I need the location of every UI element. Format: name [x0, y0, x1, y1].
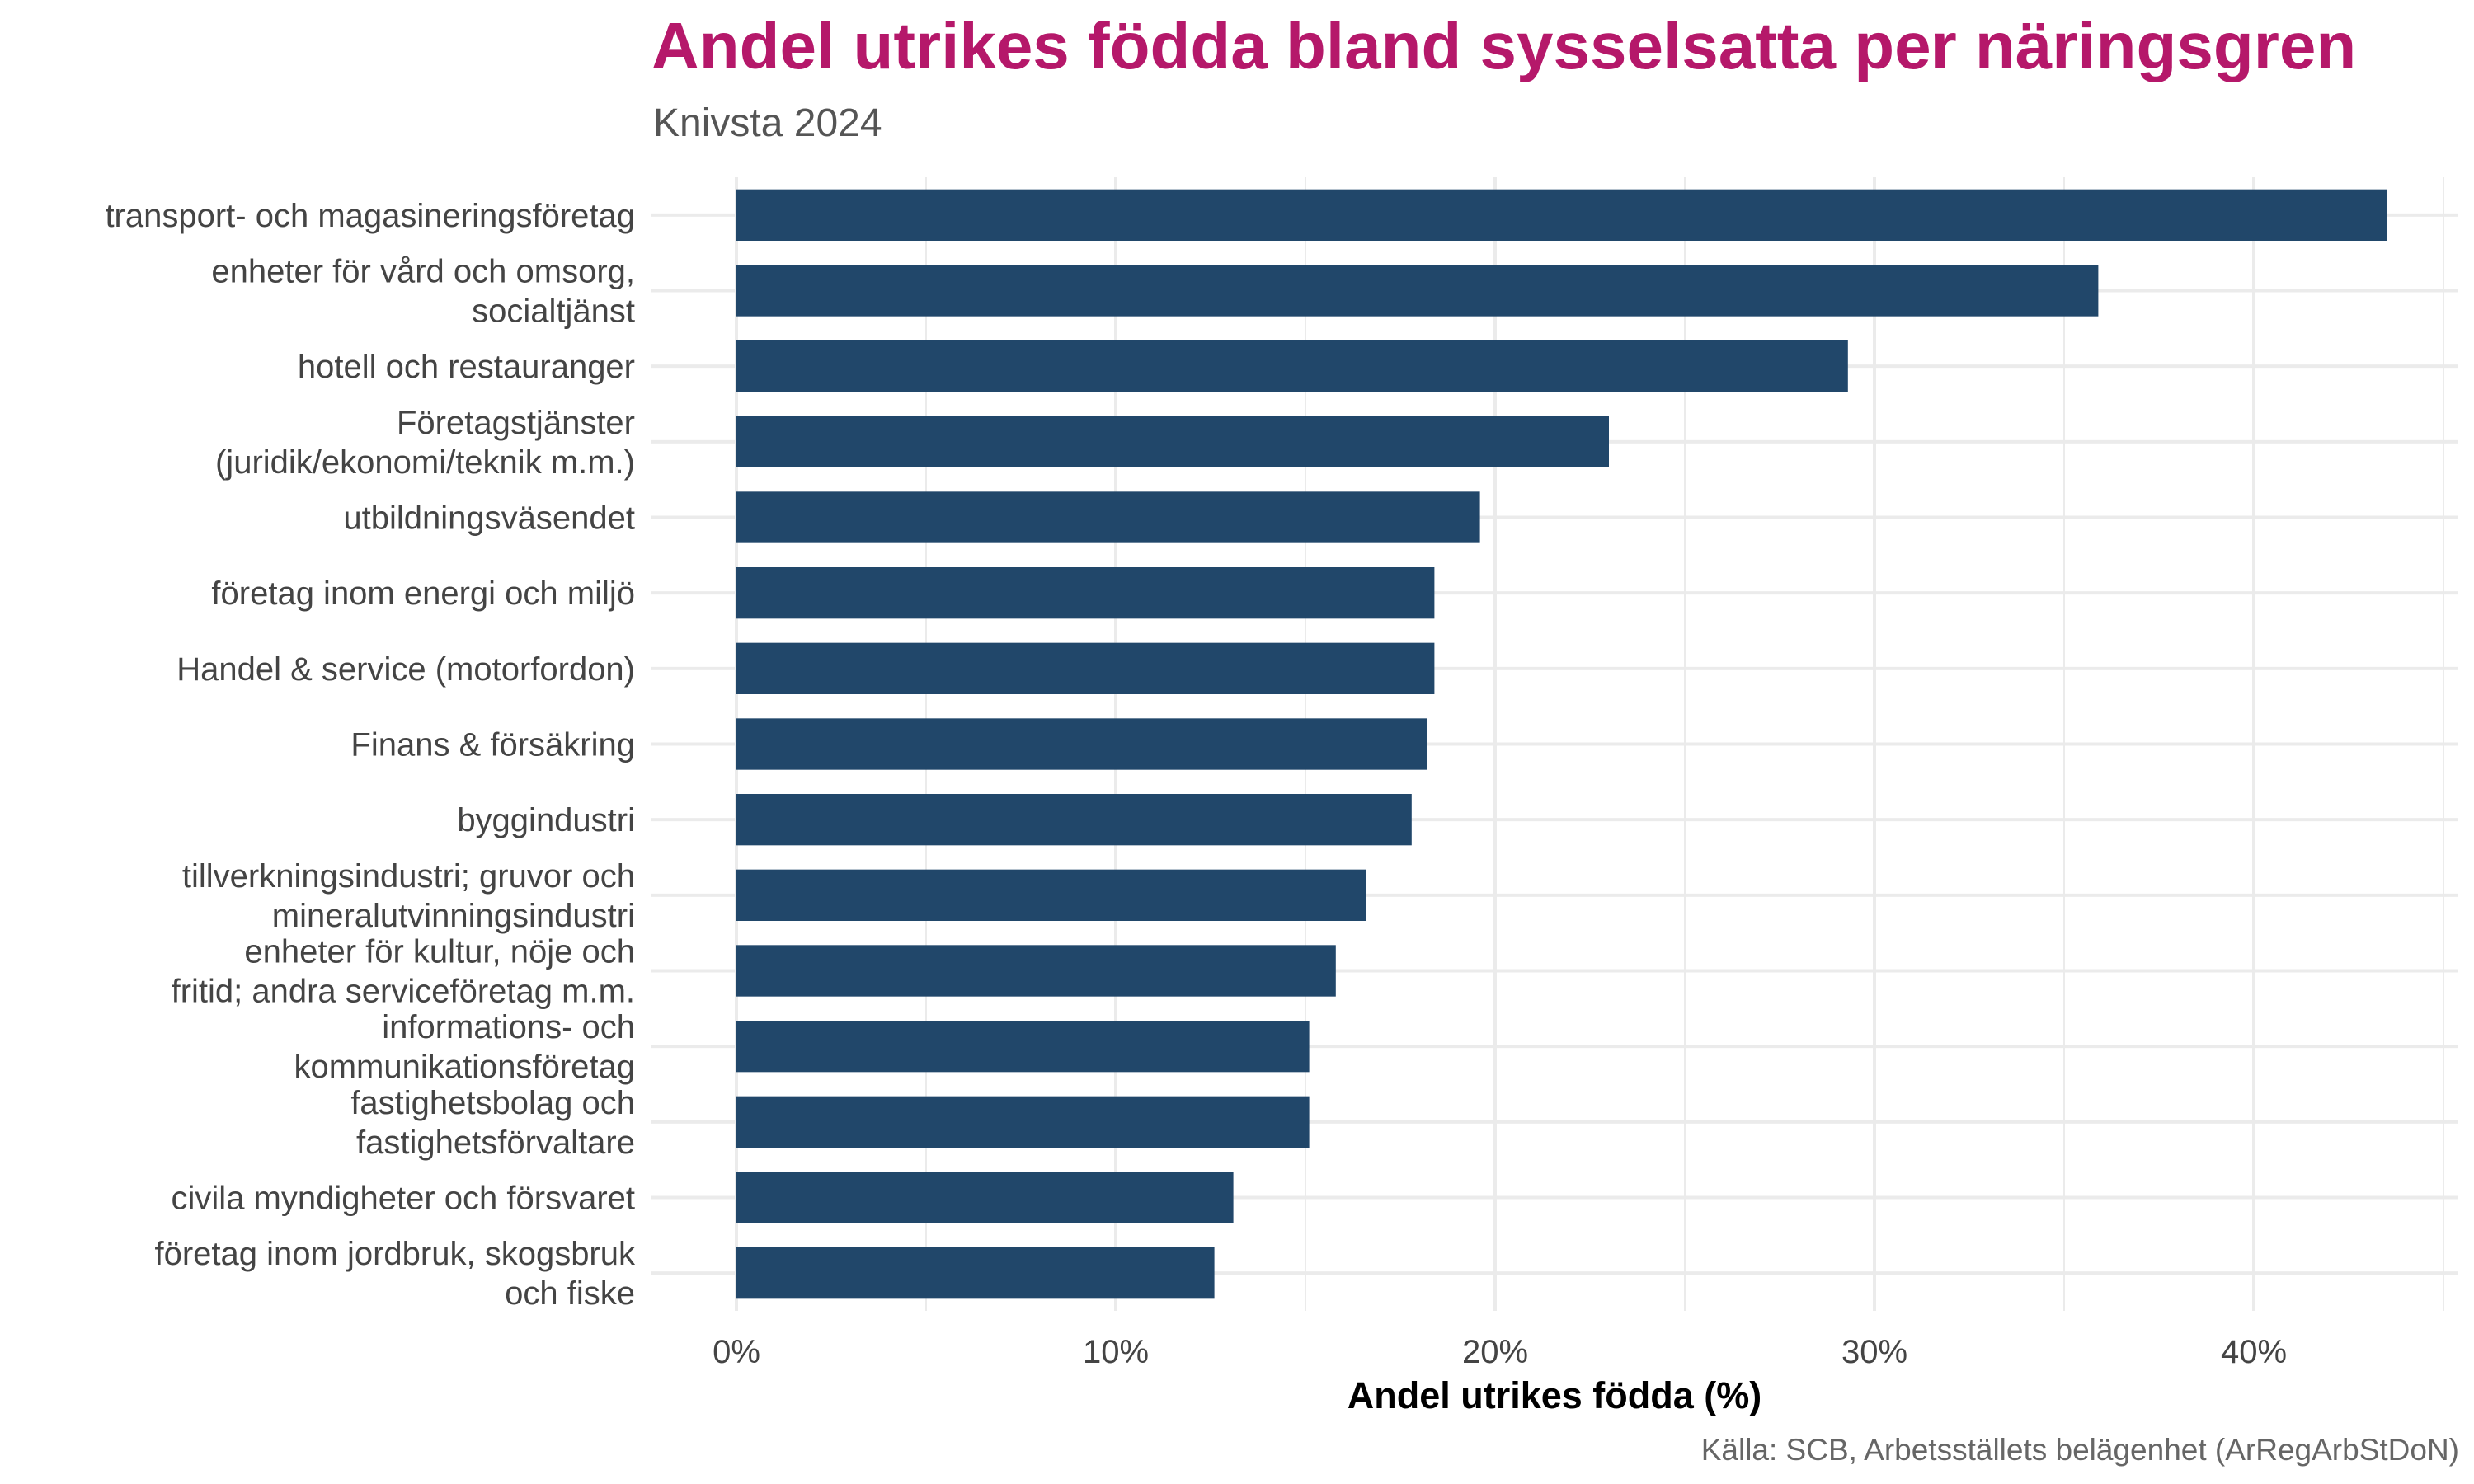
category-label-line: tillverkningsindustri; gruvor och [182, 858, 635, 895]
category-label: fastighetsbolag och fastighetsförvaltare [350, 1085, 635, 1161]
x-tick-label: 20% [1462, 1334, 1528, 1370]
bar-12 [736, 1021, 1310, 1073]
category-label: tillverkningsindustri; gruvor och mineral… [182, 858, 635, 934]
category-label-line: (juridik/ekonomi/teknik m.m.) [215, 444, 635, 481]
bar-10 [736, 869, 1366, 921]
category-label-line: Handel & service (motorfordon) [176, 651, 635, 688]
category-label-line: enheter för kultur, nöje och [244, 934, 635, 970]
category-label-line: företag inom energi och miljö [211, 575, 635, 612]
bar-3 [736, 340, 1848, 392]
bar-15 [736, 1247, 1215, 1299]
category-label-line: och fiske [505, 1275, 635, 1312]
category-label: Företagstjänster (juridik/ekonomi/teknik … [215, 405, 635, 481]
bar-9 [736, 794, 1412, 846]
category-label: företag inom energi och miljö [211, 575, 635, 612]
chart-subtitle: Knivsta 2024 [653, 101, 882, 145]
category-label: enheter för kultur, nöje och fritid; andr… [172, 934, 635, 1010]
category-label: hotell och restauranger [298, 349, 635, 385]
category-label: utbildningsväsendet [343, 500, 635, 537]
x-tick-label: 30% [1841, 1334, 1907, 1370]
x-tick-labels: 0% 10% 20% 30% 40% [713, 1334, 2287, 1370]
category-label: byggindustri [457, 802, 635, 838]
category-label-line: fastighetsförvaltare [356, 1125, 635, 1161]
chart-title: Andel utrikes födda bland sysselsatta pe… [651, 9, 2357, 82]
category-label-line: Företagstjänster [397, 405, 635, 441]
category-label-line: fastighetsbolag och [350, 1085, 635, 1121]
category-label: civila myndigheter och försvaret [172, 1181, 635, 1217]
category-label-line: företag inom jordbruk, skogsbruk [155, 1236, 637, 1272]
category-label-line: kommunikationsföretag [294, 1049, 635, 1085]
category-label: Handel & service (motorfordon) [176, 651, 635, 688]
category-label-line: informations- och [382, 1009, 635, 1045]
bar-6 [736, 567, 1435, 619]
category-label: Finans & försäkring [350, 727, 635, 763]
bar-11 [736, 945, 1336, 997]
category-label-line: enheter för vård och omsorg, [211, 254, 635, 290]
category-labels: transport- och magasineringsföretag enhet… [105, 198, 636, 1312]
category-label-line: civila myndigheter och försvaret [172, 1181, 635, 1217]
bar-14 [736, 1172, 1234, 1223]
category-label-line: socialtjänst [472, 294, 635, 330]
bar-1 [736, 189, 2387, 241]
bar-13 [736, 1096, 1310, 1148]
category-label-line: Finans & försäkring [350, 727, 635, 763]
category-label: enheter för vård och omsorg, socialtjänst [211, 254, 635, 330]
x-tick-label: 0% [713, 1334, 760, 1370]
category-label-line: mineralutvinningsindustri [272, 898, 635, 934]
x-tick-label: 40% [2221, 1334, 2287, 1370]
x-tick-label: 10% [1083, 1334, 1149, 1370]
category-label-line: transport- och magasineringsföretag [105, 198, 635, 234]
category-label: företag inom jordbruk, skogsbruk och fisk… [155, 1236, 637, 1312]
bar-5 [736, 491, 1480, 543]
category-label-line: utbildningsväsendet [343, 500, 635, 537]
bar-2 [736, 265, 2099, 317]
category-label: transport- och magasineringsföretag [105, 198, 635, 234]
bar-8 [736, 718, 1427, 770]
category-label: informations- och kommunikationsföretag [294, 1009, 635, 1085]
category-label-line: fritid; andra serviceföretag m.m. [172, 974, 635, 1010]
x-axis-title: Andel utrikes födda (%) [1348, 1374, 1762, 1416]
category-label-line: byggindustri [457, 802, 635, 838]
bar-7 [736, 642, 1435, 694]
bar-4 [736, 416, 1609, 467]
bars [736, 189, 2387, 1299]
source-caption: Källa: SCB, Arbetsställets belägenhet (A… [1700, 1433, 2459, 1467]
category-label-line: hotell och restauranger [298, 349, 635, 385]
